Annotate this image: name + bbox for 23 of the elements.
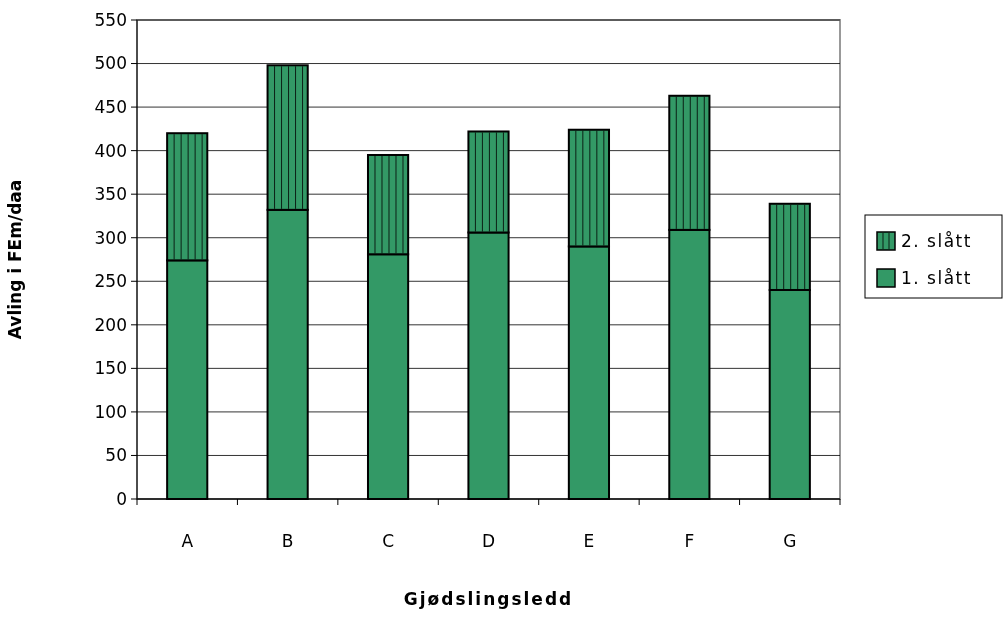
y-tick-label: 100 bbox=[94, 401, 127, 422]
legend-label: 2. slått bbox=[901, 230, 972, 251]
legend-label: 1. slått bbox=[901, 267, 972, 288]
x-tick-label: E bbox=[583, 531, 595, 551]
y-tick-label: 500 bbox=[94, 53, 127, 74]
y-axis-title: Avling i FEm/daa bbox=[5, 179, 25, 340]
y-tick-label: 550 bbox=[94, 9, 127, 30]
y-tick-label: 400 bbox=[94, 140, 127, 161]
y-tick-label: 300 bbox=[94, 227, 127, 248]
y-tick-label: 200 bbox=[94, 314, 127, 335]
y-tick-label: 50 bbox=[105, 445, 127, 466]
x-tick-label: D bbox=[481, 531, 496, 551]
y-tick-label: 250 bbox=[94, 271, 127, 292]
y-tick-label: 0 bbox=[116, 488, 127, 509]
y-tick-label: 350 bbox=[94, 184, 127, 205]
x-tick-label: B bbox=[281, 531, 294, 551]
x-tick-label: F bbox=[684, 531, 695, 551]
x-tick-label: G bbox=[783, 531, 797, 551]
x-tick-label: A bbox=[181, 531, 194, 551]
x-tick-label: C bbox=[382, 531, 395, 551]
x-axis-title: Gjødslingsledd bbox=[403, 589, 574, 609]
y-tick-label: 150 bbox=[94, 358, 127, 379]
y-tick-label: 450 bbox=[94, 97, 127, 118]
